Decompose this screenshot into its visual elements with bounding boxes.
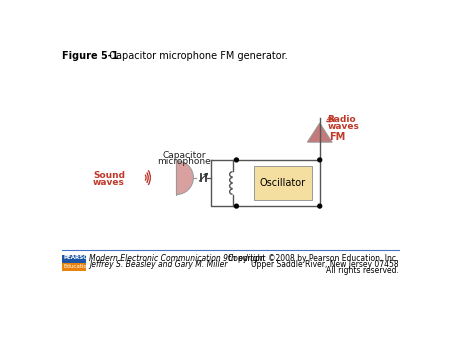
Text: Capacitor microphone FM generator.: Capacitor microphone FM generator. (103, 51, 288, 61)
Circle shape (234, 158, 239, 162)
Text: PEARSON: PEARSON (63, 256, 93, 260)
Text: microphone: microphone (157, 157, 211, 166)
Circle shape (318, 158, 322, 162)
Text: Capacitor: Capacitor (162, 151, 206, 160)
Text: All rights reserved.: All rights reserved. (326, 266, 399, 275)
Text: Figure 5-1: Figure 5-1 (63, 51, 119, 61)
Polygon shape (307, 123, 332, 142)
Text: FM: FM (329, 132, 345, 142)
Text: Upper Saddle River, New Jersey 07458: Upper Saddle River, New Jersey 07458 (251, 260, 399, 269)
Text: Education: Education (63, 264, 90, 269)
Circle shape (318, 204, 322, 208)
Circle shape (234, 204, 239, 208)
Wedge shape (176, 161, 194, 195)
Text: Jeffrey S. Beasley and Gary M. Miller: Jeffrey S. Beasley and Gary M. Miller (89, 260, 227, 269)
Text: waves: waves (93, 178, 125, 187)
FancyBboxPatch shape (254, 166, 312, 200)
FancyBboxPatch shape (63, 263, 86, 271)
Text: Modern Electronic Communication 9th edition: Modern Electronic Communication 9th edit… (89, 254, 265, 263)
Text: waves: waves (328, 122, 360, 131)
Text: Oscillator: Oscillator (260, 178, 306, 188)
FancyBboxPatch shape (63, 255, 86, 263)
Text: Copyright ©2008 by Pearson Education, Inc.: Copyright ©2008 by Pearson Education, In… (229, 254, 399, 263)
Text: Sound: Sound (93, 171, 125, 180)
Text: Radio: Radio (328, 115, 356, 124)
